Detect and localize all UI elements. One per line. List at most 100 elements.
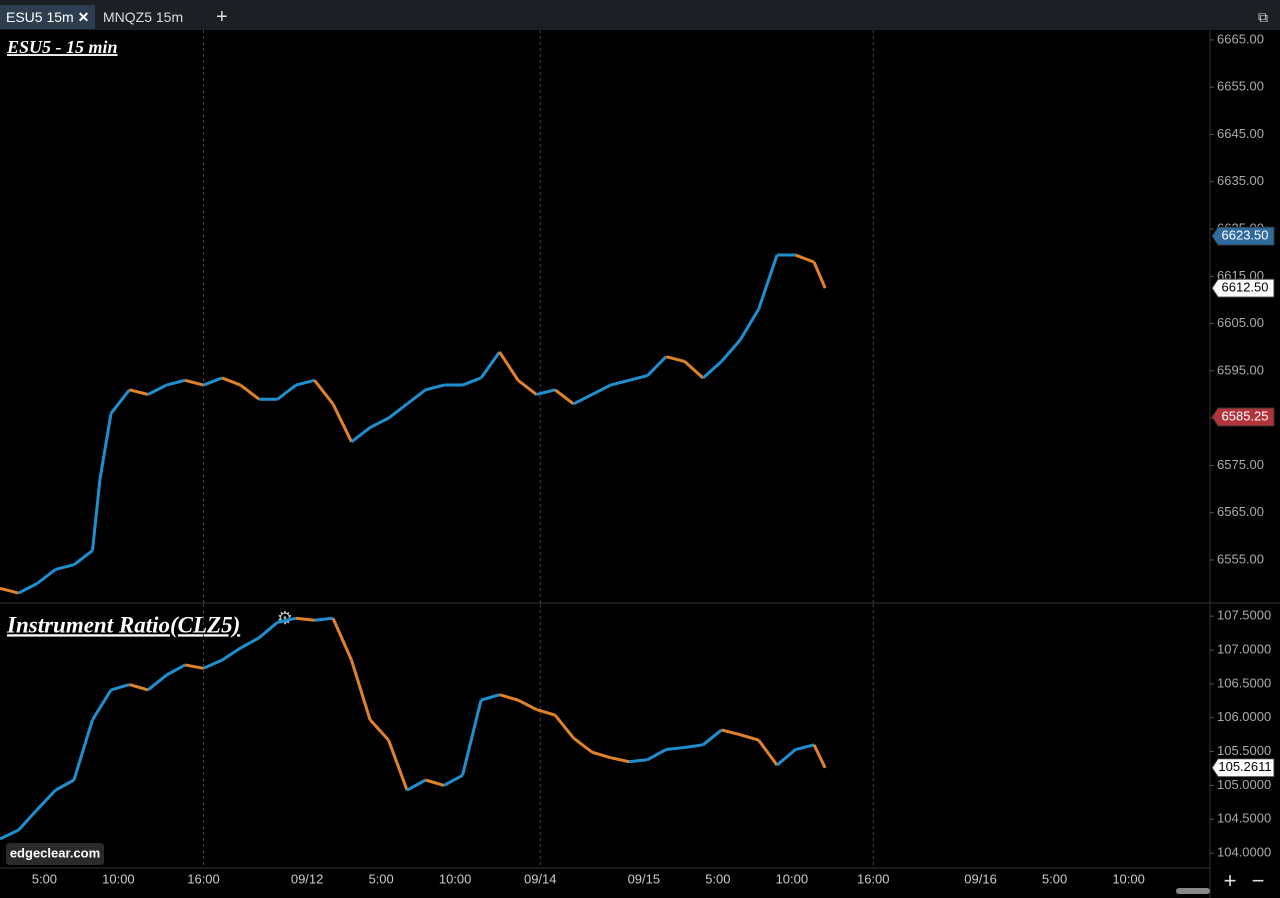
tab-label: MNQZ5 15m (103, 9, 184, 25)
price-marker-label: 105.2611 (1218, 759, 1271, 774)
tab[interactable]: MNQZ5 15m (97, 5, 189, 29)
x-tick-label: 10:00 (1112, 871, 1145, 886)
y-tick-label: 6605.00 (1217, 315, 1264, 330)
x-tick-label: 09/12 (291, 871, 324, 886)
price-segment (314, 616, 334, 622)
close-icon[interactable]: ✕ (77, 9, 90, 25)
x-tick-label: 09/14 (524, 871, 557, 886)
price-segment (221, 376, 242, 387)
y-tick-label: 107.0000 (1217, 641, 1271, 656)
price-marker-label: 6623.50 (1222, 228, 1269, 243)
y-tick-label: 6555.00 (1217, 551, 1264, 566)
price-segment (536, 388, 556, 396)
price-segment (462, 376, 482, 387)
popout-icon[interactable]: ⧉ (1258, 9, 1268, 25)
price-segment (610, 378, 630, 387)
price-segment (572, 736, 593, 754)
y-tick-label: 106.0000 (1217, 709, 1271, 724)
y-tick-label: 6575.00 (1217, 457, 1264, 472)
price-segment (757, 254, 779, 310)
price-segment (109, 388, 131, 415)
price-segment (350, 659, 372, 721)
y-tick-label: 107.5000 (1217, 608, 1271, 623)
price-segment (499, 693, 519, 702)
price-segment (720, 339, 742, 363)
price-segment (331, 617, 353, 661)
price-segment (572, 393, 593, 406)
price-segment (554, 388, 575, 406)
price-segment (406, 778, 427, 792)
price-segment (702, 728, 723, 746)
price-marker (1211, 407, 1275, 427)
price-segment (776, 748, 797, 767)
price-segment (721, 728, 741, 737)
price-segment (239, 636, 260, 650)
y-tick-label: 6565.00 (1217, 504, 1264, 519)
price-segment (610, 756, 630, 764)
zoom-out[interactable]: − (1252, 868, 1265, 893)
price-segment (738, 308, 760, 341)
price-segment (702, 360, 723, 380)
price-segment (72, 719, 94, 781)
price-segment (54, 778, 75, 792)
price-segment (665, 355, 685, 363)
price-segment (36, 568, 57, 585)
price-segment (166, 378, 186, 387)
price-segment (350, 426, 371, 443)
price-segment (425, 778, 445, 787)
price-segment (812, 744, 827, 769)
price-segment (147, 383, 168, 396)
watermark: edgeclear.com (10, 845, 100, 860)
scrollbar[interactable] (1176, 888, 1210, 894)
x-tick-label: 09/15 (628, 871, 661, 886)
price-segment (129, 388, 149, 396)
y-tick-label: 6635.00 (1217, 173, 1264, 188)
zoom-in[interactable]: + (1224, 868, 1237, 893)
price-segment (221, 646, 242, 662)
price-segment (757, 739, 779, 766)
price-segment (17, 582, 38, 595)
chart: ESU5 - 15 min Instrument Ratio(CLZ5) ⚙ e… (0, 30, 1280, 898)
y-tick-label: 6595.00 (1217, 362, 1264, 377)
watermark-bg (6, 843, 104, 865)
price-segment (461, 699, 483, 776)
price-segment (591, 383, 612, 396)
price-marker (1211, 758, 1275, 778)
price-segment (406, 388, 427, 406)
price-segment (110, 683, 130, 692)
price-marker (1211, 226, 1275, 246)
price-segment (646, 748, 667, 762)
price-segment (795, 253, 815, 264)
settings-icon[interactable]: ⚙ (277, 608, 293, 628)
price-segment (683, 360, 705, 380)
price-segment (276, 383, 297, 401)
x-tick-label: 10:00 (102, 871, 135, 886)
price-segment (313, 379, 335, 405)
tab[interactable]: ESU5 15m ✕ (0, 5, 96, 29)
x-tick-label: 16:00 (187, 871, 220, 886)
price-segment (498, 351, 520, 382)
price-segment (0, 828, 20, 841)
x-tick-label: 5:00 (1042, 871, 1067, 886)
y-tick-label: 6665.00 (1217, 31, 1264, 46)
add-tab[interactable]: + (216, 6, 228, 28)
price-segment (258, 621, 279, 639)
price-segment (812, 261, 827, 289)
price-segment (646, 355, 668, 377)
pane-title: ESU5 - 15 min (6, 37, 118, 57)
price-segment (628, 374, 648, 382)
y-tick-label: 105.5000 (1217, 743, 1271, 758)
price-segment (91, 479, 102, 551)
price-segment (517, 698, 538, 711)
y-tick-label: 104.0000 (1217, 845, 1271, 860)
price-segment (202, 376, 223, 387)
price-segment (55, 563, 75, 571)
price-segment (17, 808, 39, 832)
price-segment (98, 413, 113, 480)
price-segment (73, 549, 94, 566)
price-marker (1211, 278, 1275, 298)
price-segment (425, 383, 445, 392)
x-tick-label: 5:00 (368, 871, 393, 886)
price-segment (202, 658, 223, 670)
